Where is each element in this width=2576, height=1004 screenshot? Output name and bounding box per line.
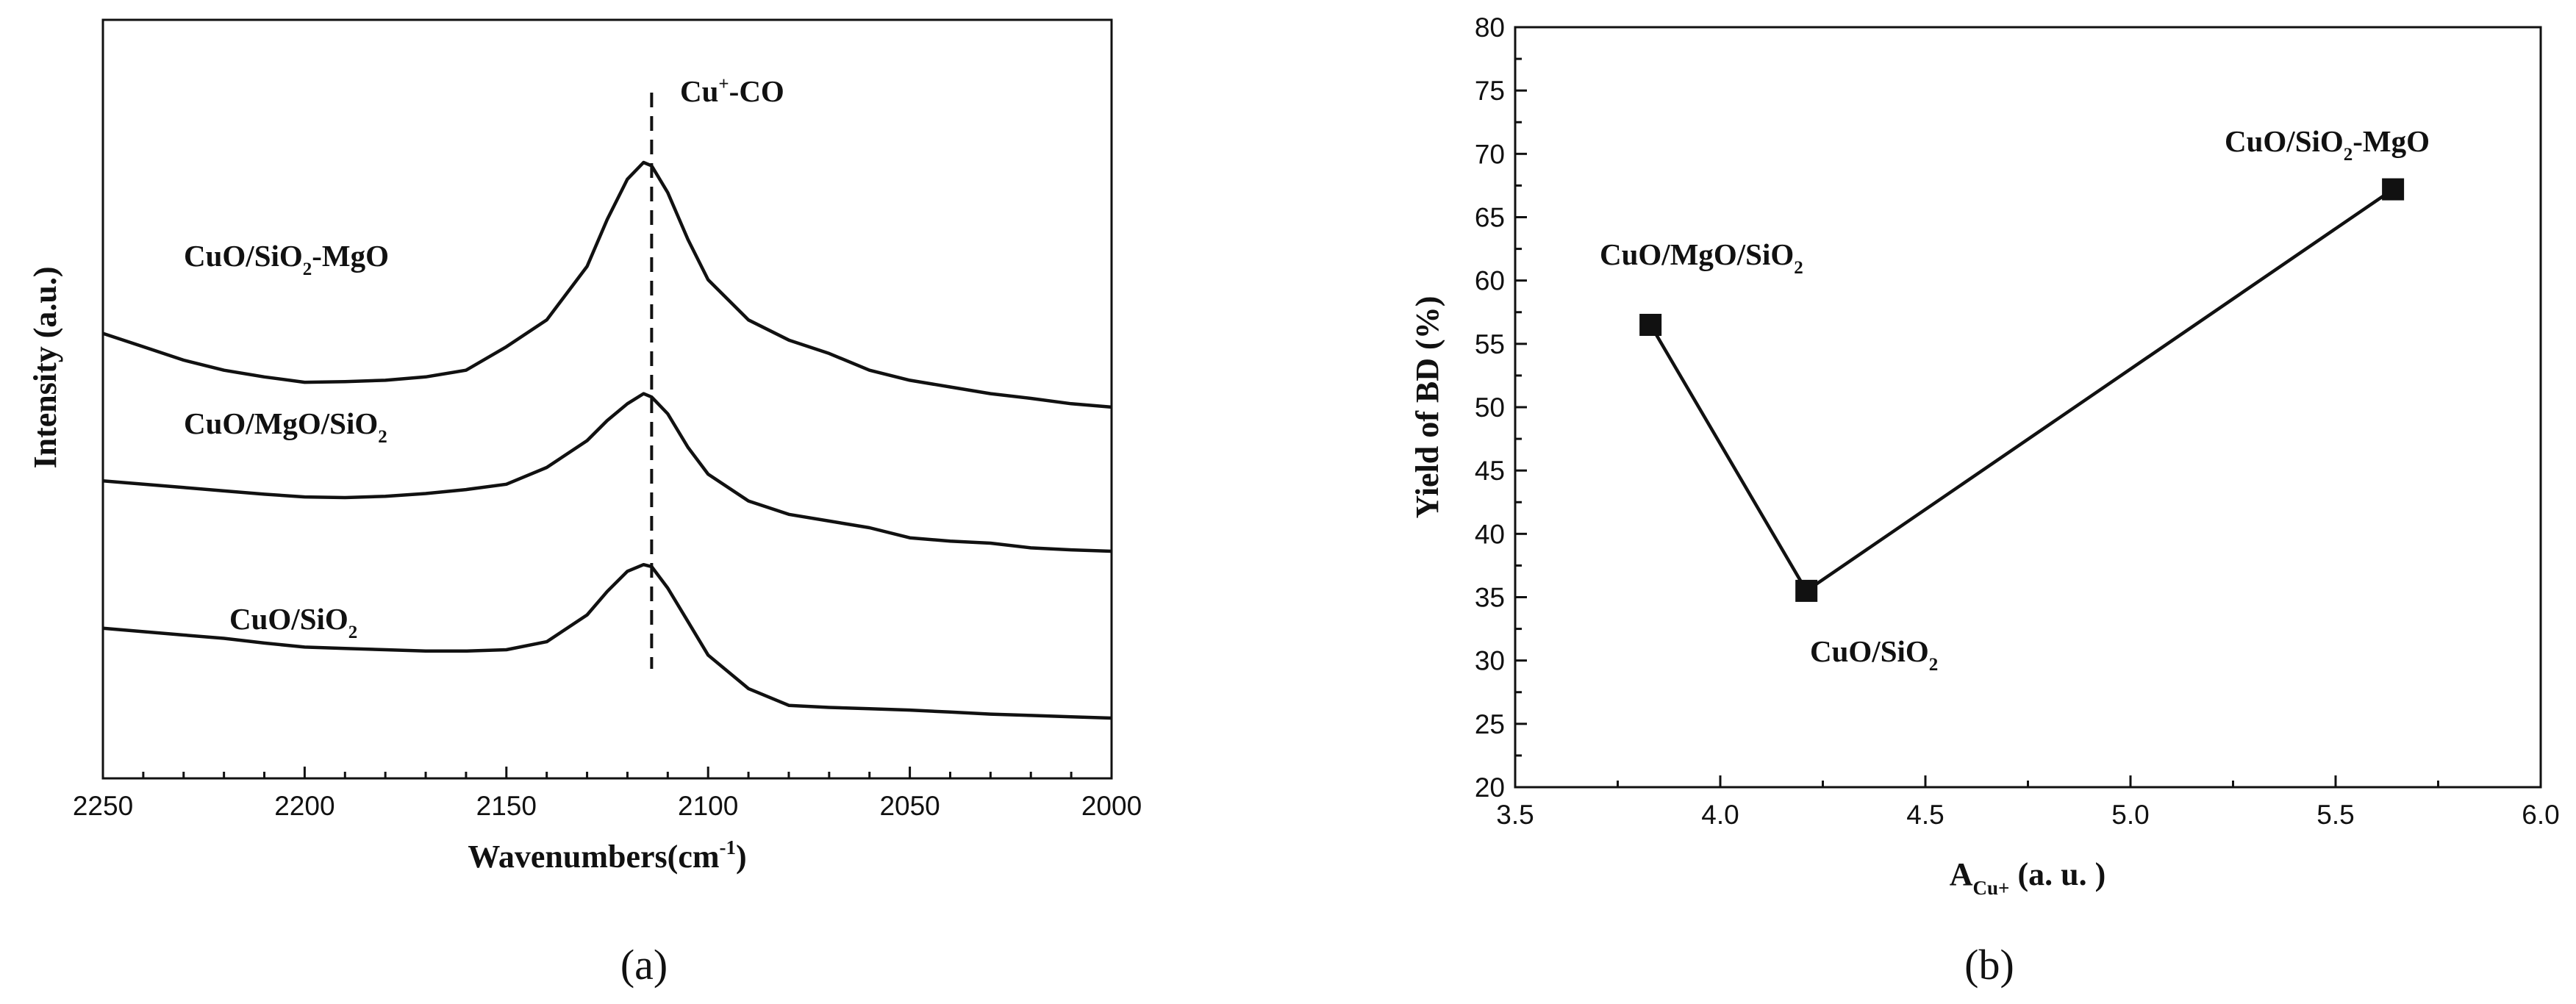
panel-a-plot-frame	[101, 18, 1113, 780]
series-label-1-tail: -MgO	[312, 239, 389, 273]
x-tick-label: 5.0	[2111, 800, 2149, 830]
point-label-2: CuO/SiO2	[1810, 634, 1938, 675]
panel-b-axis-ticks: 3.5 4.0 4.5 5.0 5.5 6.0 20 25 30 35 40 45 50 55 60 65 70…	[1475, 12, 2560, 830]
panel-b-x-axis-title-tail: (a. u. )	[2009, 856, 2105, 892]
point-label-2-text: CuO/SiO	[1810, 634, 1929, 668]
series-line-2	[102, 392, 1112, 553]
panel-a-y-axis-title: Intensity (a.u.)	[27, 266, 63, 468]
y-tick-label: 20	[1475, 772, 1505, 803]
x-tick-label: 2200	[274, 791, 334, 821]
y-tick-label: 50	[1475, 392, 1505, 423]
panel-b-y-axis-title: Yield of BD (%)	[1409, 296, 1445, 519]
series-label-3: CuO/SiO2	[229, 602, 357, 642]
y-tick-label: 55	[1475, 329, 1505, 359]
series-label-1: CuO/SiO2-MgO	[184, 239, 389, 279]
point-label-1-text: CuO/MgO/SiO	[1600, 237, 1794, 271]
point-label-3-subscript: 2	[2344, 145, 2353, 165]
panel-a-label: (a)	[620, 941, 668, 989]
x-tick-label: 2050	[879, 791, 940, 821]
panel-b-x-axis-title-subscript: Cu+	[1973, 877, 2010, 899]
x-tick-label: 4.5	[1906, 800, 1944, 830]
y-tick-label: 40	[1475, 519, 1505, 549]
y-tick-label: 45	[1475, 456, 1505, 486]
x-tick-label: 6.0	[2522, 800, 2559, 830]
x-tick-label: 2250	[73, 791, 133, 821]
x-tick-label: 5.5	[2316, 800, 2354, 830]
series-label-2-subscript: 2	[378, 427, 387, 447]
y-tick-label: 35	[1475, 583, 1505, 613]
y-tick-label: 60	[1475, 266, 1505, 296]
x-tick-label: 2150	[476, 791, 537, 821]
panel-a-ftir-chart: 2250 2200 2150 2100 2050 2000 CuO/SiO2-MgOCuO…	[27, 18, 1142, 989]
data-point-marker	[1795, 579, 1818, 602]
series-label-3-text: CuO/SiO	[229, 602, 348, 636]
panel-b-yield-chart: 3.5 4.0 4.5 5.0 5.5 6.0 20 25 30 35 40 45 50 55 60 65 70…	[1409, 12, 2560, 989]
point-label-2-subscript: 2	[1929, 655, 1939, 675]
y-tick-label: 80	[1475, 12, 1505, 43]
y-tick-label: 30	[1475, 646, 1505, 676]
point-label-1: CuO/MgO/SiO2	[1600, 237, 1803, 278]
series-label-2: CuO/MgO/SiO2	[184, 406, 387, 447]
point-label-3-tail: -MgO	[2353, 124, 2430, 158]
x-tick-label: 2000	[1081, 791, 1142, 821]
y-tick-label: 65	[1475, 203, 1505, 233]
series-line-1	[102, 160, 1112, 409]
peak-marker-label-superscript: +	[718, 74, 729, 94]
peak-marker-label: Cu+-CO	[680, 74, 784, 108]
point-label-1-subscript: 2	[1794, 258, 1803, 278]
series-label-3-subscript: 2	[348, 623, 358, 642]
panel-a-x-axis-title-superscript: -1	[720, 836, 737, 858]
panel-b-x-axis-title: ACu+ (a. u. )	[1950, 856, 2105, 899]
x-tick-label: 3.5	[1496, 800, 1534, 830]
peak-marker-label-tail: -CO	[729, 74, 784, 108]
panel-a-x-ticks: 2250 2200 2150 2100 2050 2000	[73, 767, 1142, 821]
point-label-3: CuO/SiO2-MgO	[2225, 124, 2430, 165]
panel-b-label: (b)	[1964, 941, 2014, 989]
panel-a-x-axis-title: Wavenumbers(cm-1)	[468, 836, 746, 875]
x-tick-label: 4.0	[1701, 800, 1739, 830]
series-label-1-subscript: 2	[303, 259, 312, 279]
point-label-3-text: CuO/SiO	[2225, 124, 2344, 158]
y-tick-label: 75	[1475, 76, 1505, 106]
x-tick-label: 2100	[678, 791, 738, 821]
y-tick-label: 25	[1475, 709, 1505, 739]
series-line-3	[102, 562, 1112, 720]
panel-a-x-axis-title-text: Wavenumbers(cm	[468, 839, 719, 875]
panel-a-x-axis-title-tail: )	[736, 839, 747, 875]
panel-b-x-axis-title-text: A	[1950, 856, 1973, 892]
series-label-1-text: CuO/SiO	[184, 239, 303, 273]
y-tick-label: 70	[1475, 139, 1505, 169]
series-label-2-text: CuO/MgO/SiO	[184, 406, 378, 440]
data-point-marker	[1639, 313, 1662, 336]
data-point-marker	[2382, 178, 2405, 201]
peak-marker-label-text: Cu	[680, 74, 718, 108]
